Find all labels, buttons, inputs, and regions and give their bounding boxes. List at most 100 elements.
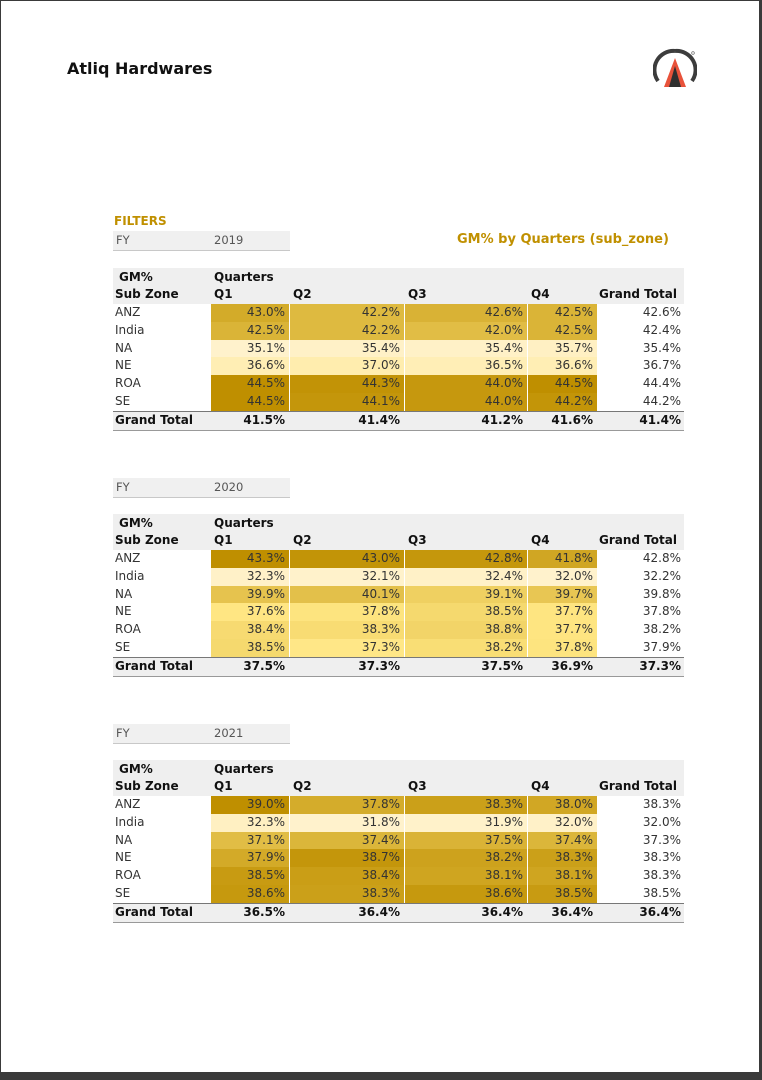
quarter-header-q1: Q1: [214, 287, 233, 301]
heat-cell: 37.6%: [211, 603, 289, 622]
heat-cell: 42.5%: [211, 321, 289, 340]
grand-total-label: Grand Total: [115, 412, 193, 427]
heat-cell: 42.5%: [528, 304, 597, 322]
grand-total-cell: 36.5%: [243, 904, 285, 919]
heat-cell: 32.0%: [528, 813, 597, 832]
heat-cell: 39.1%: [405, 585, 527, 604]
heat-cell: 44.1%: [290, 392, 404, 411]
quarter-header-q2: Q2: [293, 779, 312, 793]
heat-cell: 32.3%: [211, 813, 289, 832]
heat-cell: 42.5%: [528, 321, 597, 340]
heat-cell: 41.8%: [528, 550, 597, 568]
row-grand-total: 38.3%: [642, 797, 681, 811]
grand-total-cell: 37.5%: [243, 658, 285, 673]
brand-name: Atliq Hardwares: [67, 59, 213, 78]
grand-total-cell: 36.4%: [358, 904, 400, 919]
pivot-table-2019: GM% Quarters Sub Zone Q1 Q2 Q3 Q4 Grand Total AN…: [113, 268, 684, 431]
quarter-header-q3: Q3: [408, 533, 427, 547]
grand-total-header: Grand Total: [599, 779, 677, 793]
table-row: NA 39.9% 40.1% 39.1% 39.7% 39.8%: [113, 585, 684, 604]
table-row: ANZ 43.0% 42.2% 42.6% 42.5% 42.6%: [113, 304, 684, 322]
heat-cell: 36.6%: [211, 357, 289, 376]
metric-label: GM%: [119, 516, 153, 530]
row-grand-total: 42.6%: [642, 305, 681, 319]
grand-total-cell: 36.4%: [551, 904, 593, 919]
grand-total-cell: 37.3%: [358, 658, 400, 673]
atliq-logo-icon: [653, 48, 697, 87]
sub-zone-label: Sub Zone: [115, 287, 179, 301]
row-grand-total: 36.7%: [642, 358, 681, 373]
heat-cell: 35.7%: [528, 339, 597, 358]
heat-cell: 42.6%: [405, 304, 527, 322]
heat-cell: 38.5%: [405, 603, 527, 622]
row-label: ROA: [115, 622, 141, 637]
row-label: SE: [115, 885, 131, 900]
fy-filter-2019[interactable]: FY 2019: [113, 231, 290, 251]
metric-label: GM%: [119, 270, 153, 284]
row-grand-total: 42.8%: [642, 551, 681, 565]
heat-cell: 37.5%: [405, 831, 527, 850]
grand-total-cell: 41.5%: [243, 412, 285, 427]
heat-cell: 37.1%: [211, 831, 289, 850]
row-label: NA: [115, 340, 133, 355]
row-label: NA: [115, 586, 133, 601]
heat-cell: 39.0%: [211, 796, 289, 814]
quarter-header-q3: Q3: [408, 779, 427, 793]
heat-cell: 32.1%: [290, 567, 404, 586]
table-row: ROA 38.5% 38.4% 38.1% 38.1% 38.3%: [113, 867, 684, 885]
fy-filter-label: FY: [116, 726, 130, 740]
row-label: India: [115, 568, 145, 583]
row-grand-total: 38.3%: [642, 850, 681, 865]
heat-cell: 42.2%: [290, 304, 404, 322]
row-grand-total: 37.8%: [642, 604, 681, 619]
quarter-header-q1: Q1: [214, 533, 233, 547]
heat-cell: 37.7%: [528, 603, 597, 622]
heat-cell: 37.9%: [211, 849, 289, 868]
quarter-header-q2: Q2: [293, 287, 312, 301]
heat-cell: 44.0%: [405, 375, 527, 393]
quarter-header-q2: Q2: [293, 533, 312, 547]
heat-cell: 38.5%: [528, 884, 597, 903]
grand-total-row: Grand Total 37.5% 37.3% 37.5% 36.9% 37.3%: [113, 656, 684, 677]
fy-filter-value: 2021: [214, 726, 244, 740]
table-row: India 32.3% 31.8% 31.9% 32.0% 32.0%: [113, 813, 684, 832]
fy-filter-label: FY: [116, 480, 130, 494]
row-label: ROA: [115, 376, 141, 391]
heat-cell: 38.6%: [211, 884, 289, 903]
heat-cell: 36.5%: [405, 357, 527, 376]
row-grand-total: 44.4%: [642, 376, 681, 391]
heat-cell: 42.0%: [405, 321, 527, 340]
quarter-header-q4: Q4: [531, 779, 550, 793]
heat-cell: 38.7%: [290, 849, 404, 868]
heat-cell: 35.1%: [211, 339, 289, 358]
heat-cell: 38.8%: [405, 621, 527, 639]
table-row: NA 35.1% 35.4% 35.4% 35.7% 35.4%: [113, 339, 684, 358]
quarter-header-q3: Q3: [408, 287, 427, 301]
heat-cell: 38.1%: [528, 867, 597, 885]
heat-cell: 37.3%: [290, 638, 404, 657]
table-row: SE 38.6% 38.3% 38.6% 38.5% 38.5%: [113, 884, 684, 903]
heat-cell: 38.3%: [528, 849, 597, 868]
grand-total-cell: 36.4%: [481, 904, 523, 919]
row-grand-total: 35.4%: [642, 340, 681, 355]
grand-total-cell: 41.4%: [358, 412, 400, 427]
fy-filter-2021[interactable]: FY 2021: [113, 724, 290, 744]
heat-cell: 38.4%: [290, 867, 404, 885]
row-label: ANZ: [115, 797, 141, 811]
heat-cell: 44.5%: [528, 375, 597, 393]
pivot-header: GM% Quarters Sub Zone Q1 Q2 Q3 Q4 Grand Total: [113, 514, 684, 550]
fy-filter-2020[interactable]: FY 2020: [113, 478, 290, 498]
heat-cell: 32.3%: [211, 567, 289, 586]
row-grand-total: 39.8%: [642, 586, 681, 601]
quarters-label: Quarters: [214, 516, 274, 530]
heat-cell: 37.4%: [528, 831, 597, 850]
table-row: SE 38.5% 37.3% 38.2% 37.8% 37.9%: [113, 638, 684, 657]
grand-total-header: Grand Total: [599, 533, 677, 547]
heat-cell: 44.2%: [528, 392, 597, 411]
fy-filter-value: 2019: [214, 233, 244, 247]
row-label: NE: [115, 358, 132, 373]
grand-total-value: 36.4%: [639, 904, 681, 919]
pivot-table-2021: GM% Quarters Sub Zone Q1 Q2 Q3 Q4 Grand Total AN…: [113, 760, 684, 923]
heat-cell: 44.5%: [211, 375, 289, 393]
heat-cell: 37.7%: [528, 621, 597, 639]
